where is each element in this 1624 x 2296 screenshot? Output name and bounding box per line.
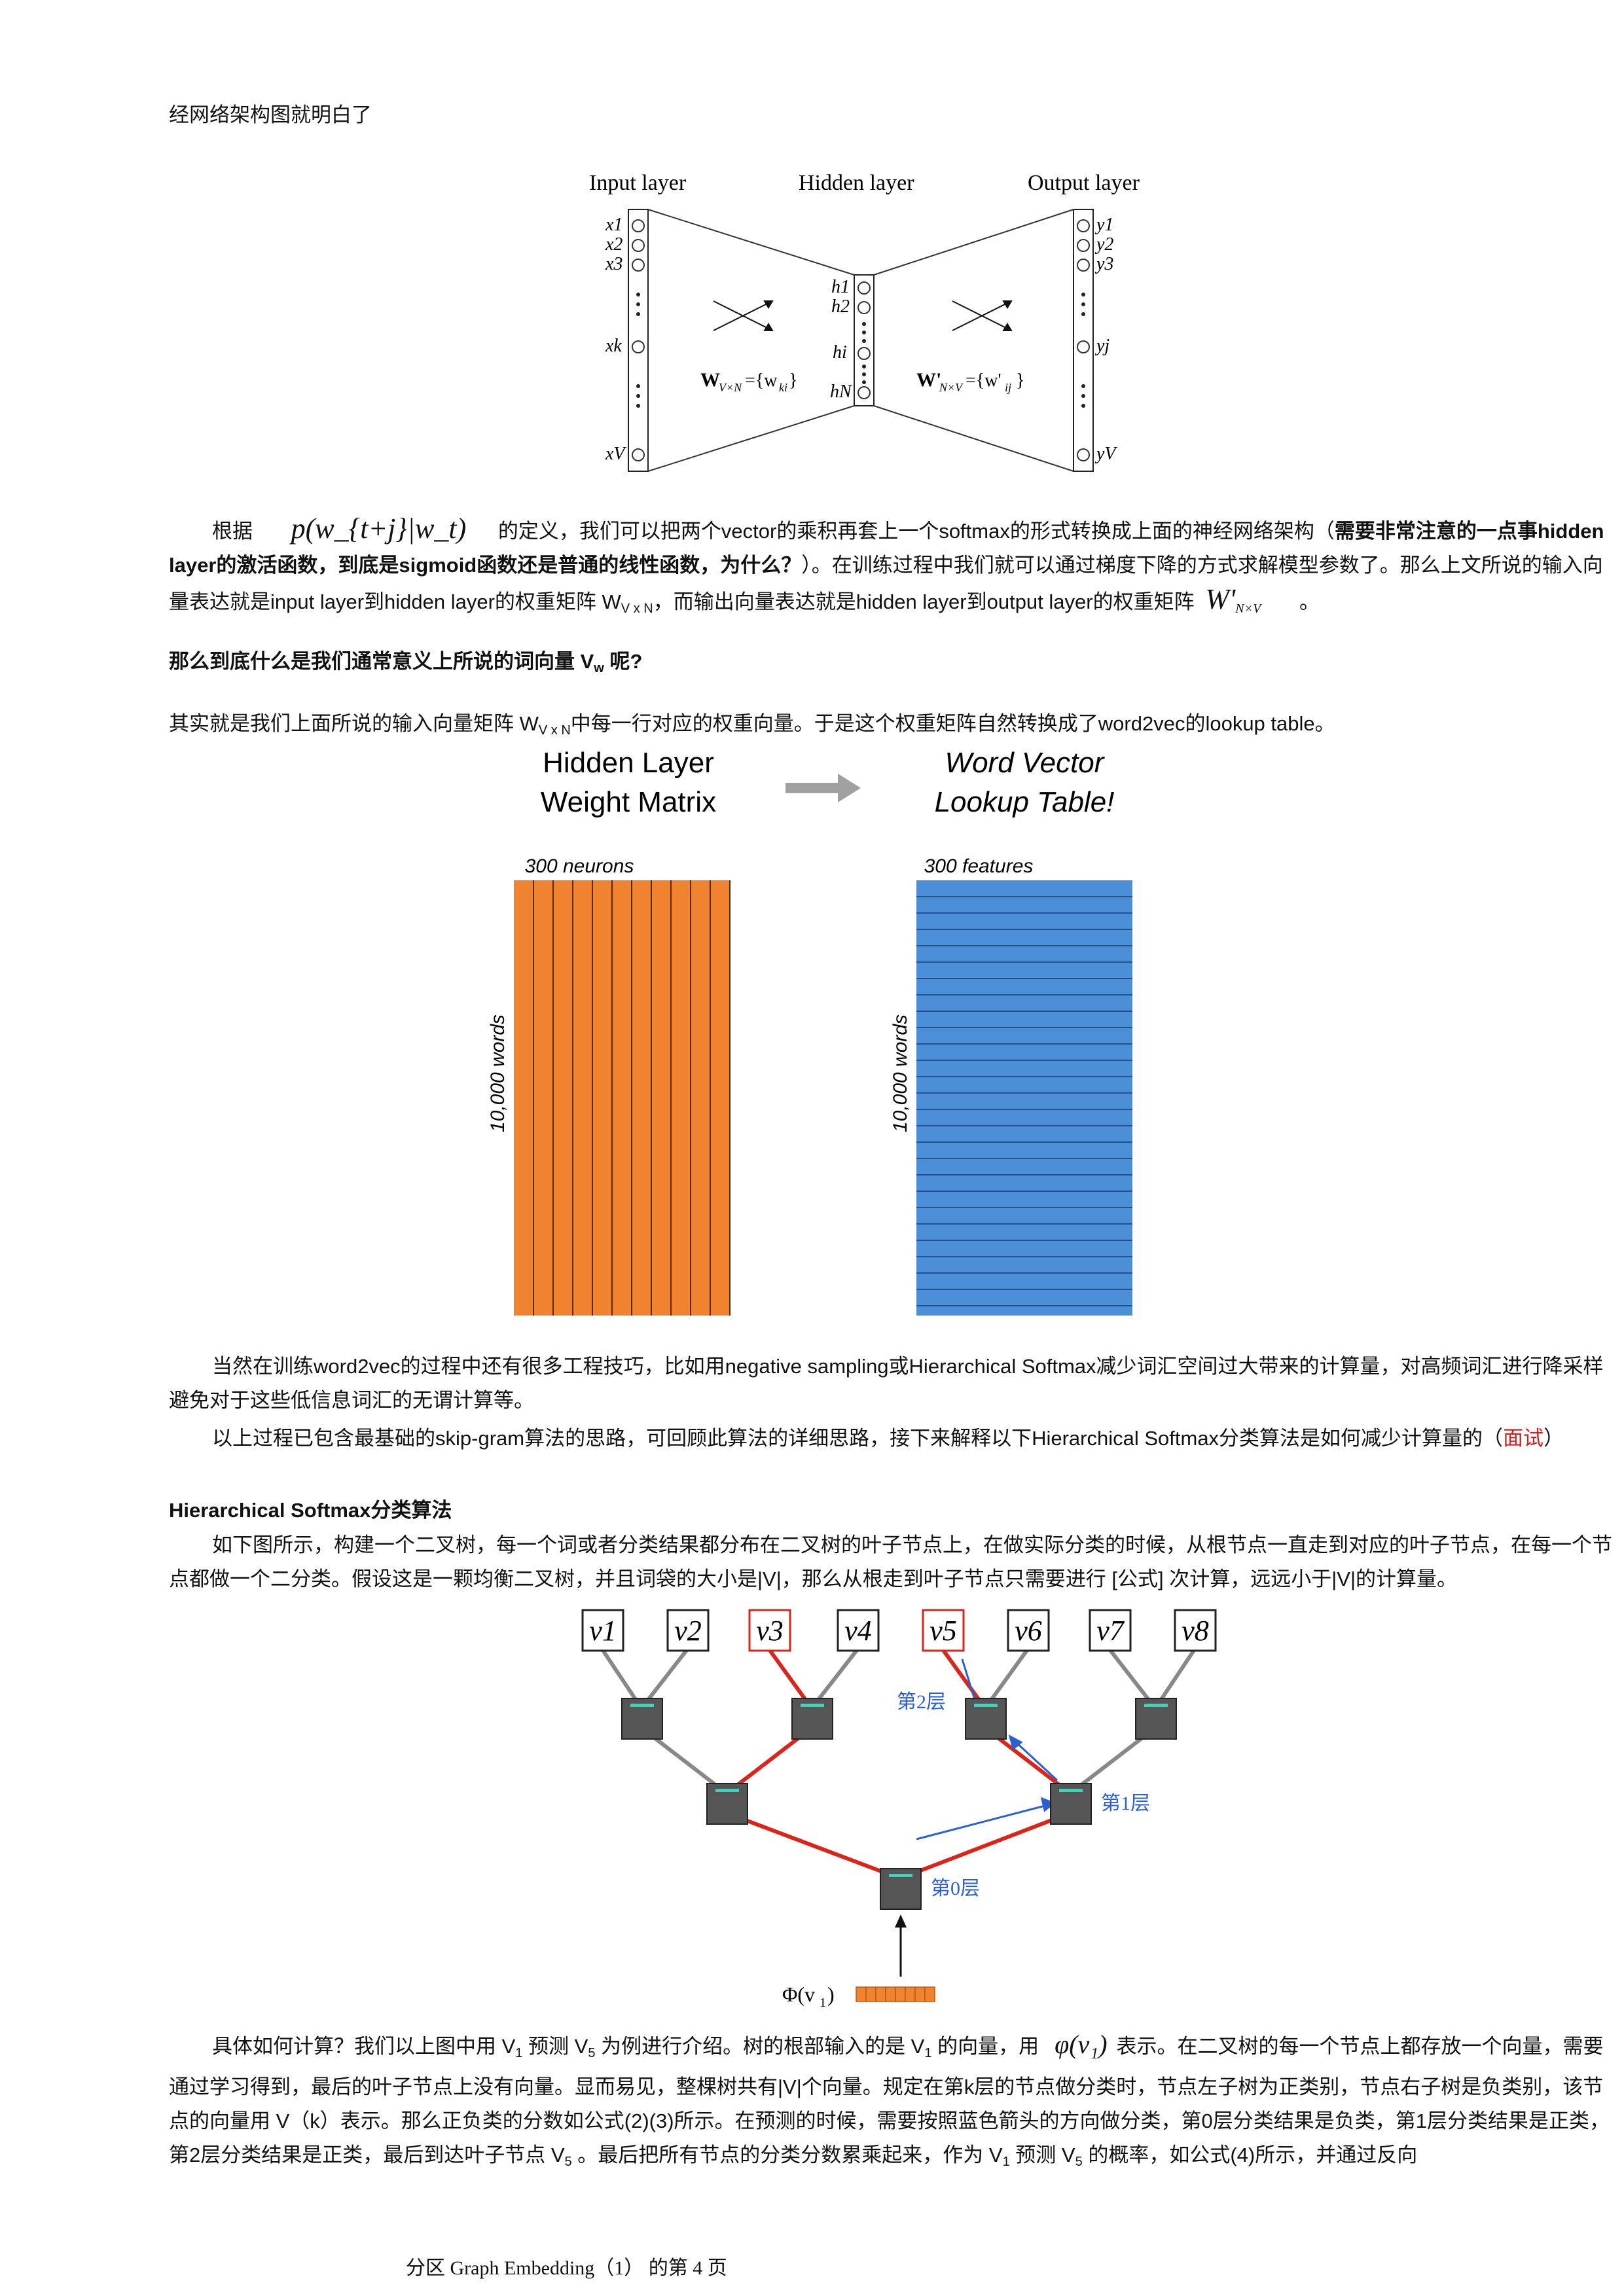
hidden-layer-label: Hidden layer <box>799 171 914 195</box>
para1-sub: V x N <box>621 601 653 616</box>
y-label: yj <box>1094 336 1110 356</box>
para1-mid: 的定义，我们可以把两个vector的乘积再套上一个softmax的形式转换成上面… <box>497 520 1335 543</box>
p5-s1: 1 <box>515 2046 523 2060</box>
leaf-v7: v7 <box>1096 1615 1125 1647</box>
h-label: h1 <box>831 277 850 297</box>
binary-tree-figure: v1 v2 v3 v4 v5 v6 v7 v8 第2层 第1层 第0层 Φ(v … <box>581 1609 1217 2010</box>
x-label: x2 <box>605 234 623 255</box>
question-heading: 那么到底什么是我们通常意义上所说的词向量 Vw 呢? <box>169 645 1615 685</box>
w-left-symbol: W <box>700 369 720 391</box>
w-left-sub: V×N <box>719 381 742 394</box>
answer-post: 中每一行对应的权重向量。于是这个权重矩阵自然转换成了word2vec的looku… <box>570 712 1335 735</box>
y-label: y1 <box>1094 215 1113 235</box>
p5-s6: 5 <box>1075 2155 1083 2169</box>
x-label: xV <box>605 444 626 464</box>
y-label: y2 <box>1094 234 1113 255</box>
answer-sub: V x N <box>538 723 571 738</box>
paragraph-computation: 具体如何计算？我们以上图中用 V1 预测 V5 为例进行介绍。树的根部输入的是 … <box>169 2028 1615 2179</box>
arrow-icon <box>838 774 861 802</box>
left-title-1: Hidden Layer <box>543 747 714 779</box>
x-label: xk <box>605 336 622 356</box>
nn-architecture-figure: Input layer Hidden layer Output layer x1… <box>589 171 1140 472</box>
paragraph-skipgram: 以上过程已包含最基础的skip-gram算法的思路，可回顾此算法的详细思路，接下… <box>169 1422 1615 1456</box>
y-label: y3 <box>1094 254 1113 274</box>
leaf-v1: v1 <box>589 1615 617 1647</box>
answer-paragraph: 其实就是我们上面所说的输入向量矩阵 WV x N中每一行对应的权重向量。于是这个… <box>169 707 1615 747</box>
right-title-1: Word Vector <box>945 747 1106 779</box>
p5-s3: 1 <box>924 2046 932 2060</box>
right-title-2: Lookup Table! <box>935 786 1115 818</box>
intro-line: 经网络架构图就明白了 <box>169 103 372 126</box>
leaf-v5: v5 <box>929 1615 957 1647</box>
formula-w-prime-sub: N×V <box>1235 601 1261 616</box>
output-layer-label: Output layer <box>1028 171 1140 195</box>
p5-s5: 1 <box>1002 2155 1010 2169</box>
h-label: hi <box>833 342 847 363</box>
para1-pre: 根据 <box>212 520 253 543</box>
paragraph-definition: 根据 p(w_{t+j}|w_t) 的定义，我们可以把两个vector的乘积再套… <box>169 512 1615 626</box>
p5-h: 的概率，如公式(4)所示，并通过反向 <box>1082 2144 1418 2166</box>
leaf-v2: v2 <box>674 1615 702 1647</box>
leaf-v6: v6 <box>1015 1615 1042 1647</box>
p5-c: 为例进行介绍。树的根部输入的是 V <box>595 2035 925 2058</box>
interview-highlight: 面试 <box>1503 1427 1544 1450</box>
left-title-2: Weight Matrix <box>541 786 716 818</box>
y-label: yV <box>1094 444 1117 464</box>
formula-w-prime: W' <box>1205 583 1236 615</box>
para1-end: 。 <box>1299 590 1320 613</box>
layer2-label: 第2层 <box>897 1691 946 1713</box>
question-end: 呢? <box>604 650 643 673</box>
paragraph-tree-intro: 如下图所示，构建一个二叉树，每一个词或者分类结果都分布在二叉树的叶子节点上，在做… <box>169 1534 1612 1590</box>
phi-sub: 1 <box>820 1996 826 2010</box>
p5-s4: 5 <box>564 2155 572 2169</box>
para1-post: ）。在训练过程中我们就可以通过梯度下降的方式求解模型参数了。那么上文所说的输入向… <box>169 554 1603 613</box>
w-right-symbol: W' <box>916 369 941 391</box>
w-right-brace: } <box>1016 370 1024 391</box>
layer0-label: 第0层 <box>931 1878 980 1899</box>
formula-phi: φ(v₁) <box>1055 2030 1108 2059</box>
w-right-set-sub: ij <box>1005 381 1011 394</box>
para3-text: 以上过程已包含最基础的skip-gram算法的思路，可回顾此算法的详细思路，接下… <box>212 1427 1504 1450</box>
input-layer-label: Input layer <box>589 171 687 195</box>
w-left-brace: } <box>789 370 797 391</box>
page-footer: 分区 Graph Embedding（1） 的第 4 页 <box>406 2257 727 2279</box>
x-label: x1 <box>605 215 623 235</box>
matrix-figure: Hidden Layer Weight Matrix Word Vector L… <box>487 747 1132 1316</box>
p5-d: 的向量，用 <box>931 2035 1039 2058</box>
question-text: 那么到底什么是我们通常意义上所说的词向量 V <box>169 650 594 673</box>
left-top-label: 300 neurons <box>525 855 634 877</box>
leaf-v4: v4 <box>844 1615 872 1647</box>
para3-end: ） <box>1543 1427 1564 1450</box>
h-label: h2 <box>831 296 850 317</box>
w-left-set-sub: ki <box>779 381 787 394</box>
w-left-set: ={w <box>745 370 778 391</box>
p5-e: 表示。在二叉树的每一个节点上都存放一个向量，需要通过学习得到，最后的叶子节点上没… <box>169 2035 1610 2166</box>
leaf-v3: v3 <box>756 1615 784 1647</box>
left-side-label: 10,000 words <box>487 1014 509 1132</box>
w-right-set: ={w' <box>965 370 1001 391</box>
p5-g: 预测 V <box>1009 2144 1075 2166</box>
layer1-label: 第1层 <box>1101 1793 1150 1814</box>
p5-b: 预测 V <box>522 2035 588 2058</box>
w-right-sub: N×V <box>939 381 964 394</box>
word-vector-table <box>916 880 1132 1316</box>
phi-label: Φ(v <box>782 1982 815 2006</box>
right-top-label: 300 features <box>924 855 1034 877</box>
section-title: Hierarchical Softmax分类算法 <box>169 1499 452 1522</box>
p5-a: 具体如何计算？我们以上图中用 V <box>212 2035 516 2058</box>
leaf-v8: v8 <box>1182 1615 1209 1647</box>
para1-bold: 需要非常注意的一点事hidden layer的激活函数，到底是sigmoid函数… <box>169 520 1604 577</box>
x-label: x3 <box>605 254 623 274</box>
p5-s2: 5 <box>588 2046 596 2060</box>
h-label: hN <box>830 382 852 402</box>
answer-pre: 其实就是我们上面所说的输入向量矩阵 W <box>169 712 539 735</box>
hidden-weight-matrix <box>514 880 730 1316</box>
p5-f: 。最后把所有节点的分类分数累乘起来，作为 V <box>571 2144 1003 2166</box>
paragraph-tricks: 当然在训练word2vec的过程中还有很多工程技巧，比如用negative sa… <box>169 1355 1604 1412</box>
question-sub: w <box>594 661 604 675</box>
para1-post2: ，而输出向量表达就是hidden layer到output layer的权重矩阵 <box>653 590 1195 613</box>
right-side-label: 10,000 words <box>890 1014 911 1132</box>
phi-end: ) <box>827 1982 835 2006</box>
formula-p: p(w_{t+j}|w_t) <box>291 512 467 545</box>
